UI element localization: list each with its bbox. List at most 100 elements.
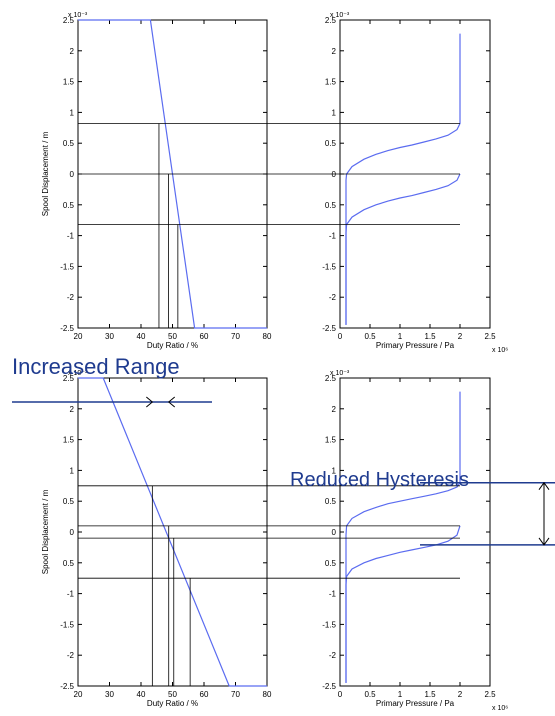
y-tick-label: 1 (332, 466, 337, 475)
x-tick-label: 2.5 (484, 690, 496, 699)
y-tick-label: 2.5 (325, 374, 337, 383)
y-exponent: x 10⁻³ (330, 12, 350, 19)
x-tick-label: 20 (74, 690, 83, 699)
y-tick-label: -1 (329, 232, 337, 241)
hysteresis-arrow-down (538, 537, 550, 546)
x-tick-label: 2 (458, 690, 463, 699)
y-tick-label: 2 (70, 405, 75, 414)
x-axis-label: Duty Ratio / % (147, 699, 198, 708)
y-tick-label: 1 (70, 108, 75, 117)
x-axis-label: Duty Ratio / % (147, 341, 198, 350)
series-line-2 (345, 525, 461, 683)
y-tick-label: -2.5 (322, 682, 336, 691)
series-line-1 (345, 391, 461, 683)
plot-area (77, 377, 268, 687)
y-tick-label: 0 (70, 528, 75, 537)
hysteresis-arrow-up (538, 481, 550, 491)
y-exponent: x 10⁻³ (68, 370, 88, 377)
x-tick-label: 0 (338, 690, 343, 699)
x-tick-label: 60 (200, 690, 209, 699)
y-tick-label: 0.5 (63, 497, 75, 506)
x-tick-label: 70 (231, 332, 240, 341)
chart-panel-bottom-left: 2.5 2 1.5 1 0.5 0 0.5 -1 -1.5 -2 -2.520 30 40 50 60 70 8… (41, 370, 272, 708)
y-tick-label: -2 (67, 293, 75, 302)
y-tick-label: -2 (329, 651, 337, 660)
x-tick-label: 1.5 (424, 690, 436, 699)
y-axis-label: Spool Displacement / m (41, 489, 50, 574)
y-tick-label: 0.5 (63, 559, 75, 568)
x-tick-label: 1 (398, 690, 403, 699)
y-tick-label: 0.5 (325, 497, 337, 506)
x-tick-label: 2.5 (484, 332, 496, 341)
x-tick-label: 40 (137, 690, 146, 699)
x-tick-label: 40 (137, 332, 146, 341)
y-tick-label: -2 (67, 651, 75, 660)
x-tick-label: 20 (74, 332, 83, 341)
y-tick-label: 2 (70, 47, 75, 56)
x-tick-label: 70 (231, 690, 240, 699)
x-tick-label: 80 (263, 332, 272, 341)
y-tick-label: -1.5 (60, 262, 74, 271)
y-tick-label: 0 (70, 170, 75, 179)
series-line-2 (345, 173, 461, 325)
guide-lines (78, 123, 460, 686)
y-tick-label: 2.5 (63, 16, 75, 25)
x-tick-label: 0.5 (364, 332, 376, 341)
y-tick-label: 2 (332, 405, 337, 414)
x-tick-label: 50 (168, 690, 177, 699)
y-tick-label: -2.5 (322, 324, 336, 333)
y-tick-label: -2 (329, 293, 337, 302)
y-tick-label: 0 (332, 170, 337, 179)
y-tick-label: 0.5 (63, 139, 75, 148)
chart-panel-top-right: 2.521.510.500.5-1-1.5-2-2.50 0.5 1 1.5 2 2.5P… (322, 12, 508, 354)
chart-panel-bottom-right: 2.521.510.500.5-1-1.5-2-2.50 0.5 1 1.5 2 2.5P… (322, 370, 508, 712)
x-axis-label: Primary Pressure / Pa (376, 341, 455, 350)
y-tick-label: 1.5 (63, 78, 75, 87)
y-exponent: x 10⁻³ (68, 12, 88, 19)
y-tick-label: -2.5 (60, 324, 74, 333)
y-tick-label: 0 (332, 528, 337, 537)
y-tick-label: 0.5 (325, 201, 337, 210)
y-tick-label: -1 (67, 590, 75, 599)
x-axis-label: Primary Pressure / Pa (376, 699, 455, 708)
y-tick-label: -1.5 (60, 620, 74, 629)
y-tick-label: -2.5 (60, 682, 74, 691)
x-tick-label: 60 (200, 332, 209, 341)
x-tick-label: 30 (105, 690, 114, 699)
y-tick-label: 1.5 (325, 78, 337, 87)
series-line-1 (345, 33, 461, 325)
y-tick-label: 2.5 (63, 374, 75, 383)
y-tick-label: -1 (329, 590, 337, 599)
series-line-1 (78, 377, 267, 687)
reduced-hysteresis-label: Reduced Hysteresis (290, 469, 469, 491)
y-tick-label: -1.5 (322, 620, 336, 629)
y-tick-label: -1.5 (322, 262, 336, 271)
x-tick-label: 0 (338, 332, 343, 341)
x-tick-label: 50 (168, 332, 177, 341)
x-tick-label: 30 (105, 332, 114, 341)
range-arrow-left (146, 396, 154, 408)
annotation-markers (12, 396, 555, 546)
increased-range-label: Increased Range (12, 354, 180, 379)
y-tick-label: 1.5 (325, 436, 337, 445)
y-tick-label: 1.5 (63, 436, 75, 445)
y-tick-label: 0.5 (63, 201, 75, 210)
x-exponent: x 10⁶ (492, 347, 508, 354)
y-tick-label: 1 (332, 108, 337, 117)
y-tick-label: 0.5 (325, 139, 337, 148)
chart-panel-top-left: 2.5 2 1.5 1 0.5 0 0.5 -1 -1.5 -2 -2.520 30 40 50 60 70 8… (41, 12, 272, 350)
x-tick-label: 0.5 (364, 690, 376, 699)
y-tick-label: 2 (332, 47, 337, 56)
y-exponent: x 10⁻³ (330, 370, 350, 377)
x-tick-label: 80 (263, 690, 272, 699)
range-arrow-right (167, 396, 176, 408)
x-tick-label: 1 (398, 332, 403, 341)
y-tick-label: 0.5 (325, 559, 337, 568)
y-axis-label: Spool Displacement / m (41, 131, 50, 216)
x-tick-label: 1.5 (424, 332, 436, 341)
y-tick-label: 2.5 (325, 16, 337, 25)
x-tick-label: 2 (458, 332, 463, 341)
plot-area (339, 377, 491, 687)
x-exponent: x 10⁶ (492, 705, 508, 712)
